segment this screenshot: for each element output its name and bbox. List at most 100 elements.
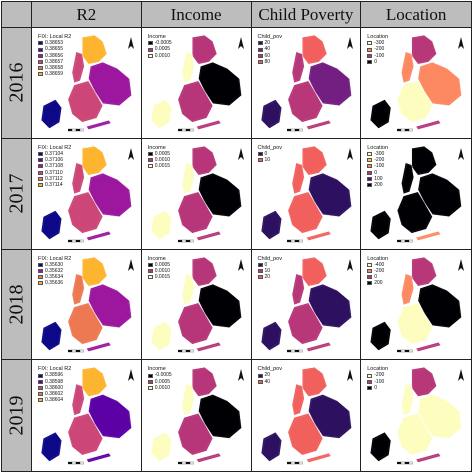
borough-queens	[417, 172, 462, 217]
tract-lines	[66, 79, 102, 122]
borough-statenisland	[40, 209, 62, 240]
tract-lines	[302, 147, 328, 177]
legend-title: Child_pov	[257, 255, 282, 262]
nyc-map	[369, 366, 464, 465]
scale-bar-icon	[287, 128, 304, 131]
legend-swatch	[38, 158, 43, 163]
legend-label: 0.38658	[45, 65, 64, 72]
legend-swatch	[257, 53, 263, 58]
tract-lines	[397, 191, 433, 234]
legend-swatch	[38, 275, 43, 280]
map-legend: Location -300 -200 -100 0 100 200	[367, 145, 388, 188]
tract-lines	[417, 342, 443, 353]
tract-lines	[39, 430, 61, 461]
tract-lines	[69, 81, 105, 124]
borough-statenisland	[260, 209, 282, 240]
north-arrow-icon	[458, 369, 464, 382]
borough-manhattan	[71, 272, 85, 305]
tract-lines	[371, 100, 393, 130]
row-header-2018: 2018	[2, 249, 32, 361]
legend-title: Location	[367, 34, 389, 40]
legend-swatch	[38, 398, 43, 403]
legend-swatch	[38, 379, 43, 384]
nyc-map	[369, 33, 464, 131]
legend-item: 0.38658	[38, 65, 71, 71]
tract-lines	[84, 451, 110, 462]
nyc-map	[259, 255, 353, 353]
legend-swatch	[257, 373, 263, 378]
legend-item: 10	[257, 267, 282, 274]
tract-lines	[304, 340, 330, 350]
scale-bar-icon	[397, 350, 414, 353]
tract-lines	[370, 210, 392, 240]
tract-lines	[39, 98, 61, 128]
borough-manhattan	[181, 51, 195, 84]
legend-item: 0.38600	[38, 385, 71, 391]
tract-lines	[396, 300, 432, 343]
legend-item: 0.38657	[38, 59, 71, 65]
legend-label: 0.38655	[45, 46, 64, 53]
tract-lines	[307, 283, 352, 328]
tract-lines	[71, 162, 85, 194]
legend-label: 0.38659	[45, 71, 64, 78]
borough-statenisland	[150, 432, 172, 462]
tract-lines	[402, 274, 416, 306]
legend-swatch	[367, 164, 373, 169]
map-cell-2016-income: Income -0.0005 0.0005 0.0010	[141, 28, 252, 139]
tract-lines	[41, 210, 62, 240]
legend-swatch	[147, 164, 153, 169]
map-legend: FIX: Local R2 0.35630 0.35632 0.35634 0.3563…	[38, 256, 71, 287]
legend-item: 0.0010	[147, 157, 170, 163]
tract-lines	[397, 413, 433, 456]
borough-manhattan	[291, 383, 305, 416]
legend-title: Income	[147, 144, 166, 151]
borough-bronx	[301, 145, 327, 176]
tract-lines	[89, 174, 133, 218]
legend-item: 0.0005	[147, 262, 170, 268]
tract-lines	[291, 384, 304, 416]
tract-lines	[418, 394, 462, 439]
borough-manhattan	[401, 162, 415, 194]
column-header-location: Location	[361, 2, 471, 28]
column-header-child-poverty: Child Poverty	[251, 2, 362, 28]
tract-lines	[195, 230, 221, 241]
row-header-2017: 2017	[2, 138, 32, 250]
north-arrow-icon	[458, 258, 464, 271]
map-cell-2018-r2: FIX: Local R2 0.35630 0.35632 0.35634 0.3563…	[32, 249, 142, 361]
borough-queens	[197, 394, 242, 439]
tract-lines	[89, 63, 133, 108]
tract-lines	[287, 413, 323, 456]
borough-bronx	[411, 367, 438, 398]
legend-swatch	[38, 53, 43, 58]
tract-lines	[286, 190, 322, 232]
tract-lines	[286, 300, 322, 343]
tract-lines	[39, 319, 61, 349]
legend-swatch	[367, 281, 373, 286]
tract-lines	[152, 100, 173, 130]
tract-lines	[182, 274, 196, 306]
legend-item: 0.35630	[38, 262, 71, 268]
legend-label: 0.35630	[45, 261, 64, 268]
map-legend: Income 0.0005 0.0010 0.0015	[147, 256, 170, 281]
legend-label: 0.0005	[154, 378, 171, 385]
legend-label: 0.37104	[45, 150, 64, 157]
legend-item: 0.0015	[147, 163, 170, 169]
borough-bronx	[82, 256, 108, 286]
tract-lines	[67, 191, 103, 234]
scale-bar-icon	[177, 461, 194, 465]
row-header-2019: 2019	[2, 360, 32, 471]
tract-lines	[197, 121, 223, 131]
legend-label: 10	[264, 267, 271, 274]
borough-rockaway	[195, 230, 222, 241]
tract-lines	[70, 161, 84, 193]
legend-item: 0.0005	[147, 378, 172, 385]
tract-lines	[178, 414, 214, 457]
legend-title: FIX: Local R2	[38, 255, 72, 262]
row-header-2016: 2016	[2, 28, 32, 139]
tract-lines	[191, 145, 217, 176]
tract-lines	[301, 35, 327, 65]
map-panel: Child_pov 0 10 20	[255, 253, 358, 357]
map-cell-2019-r2: FIX: Local R2 0.38596 0.38598 0.38600 0.3860…	[32, 360, 142, 471]
legend-label: 0.37110	[45, 169, 63, 176]
tract-lines	[198, 283, 242, 328]
